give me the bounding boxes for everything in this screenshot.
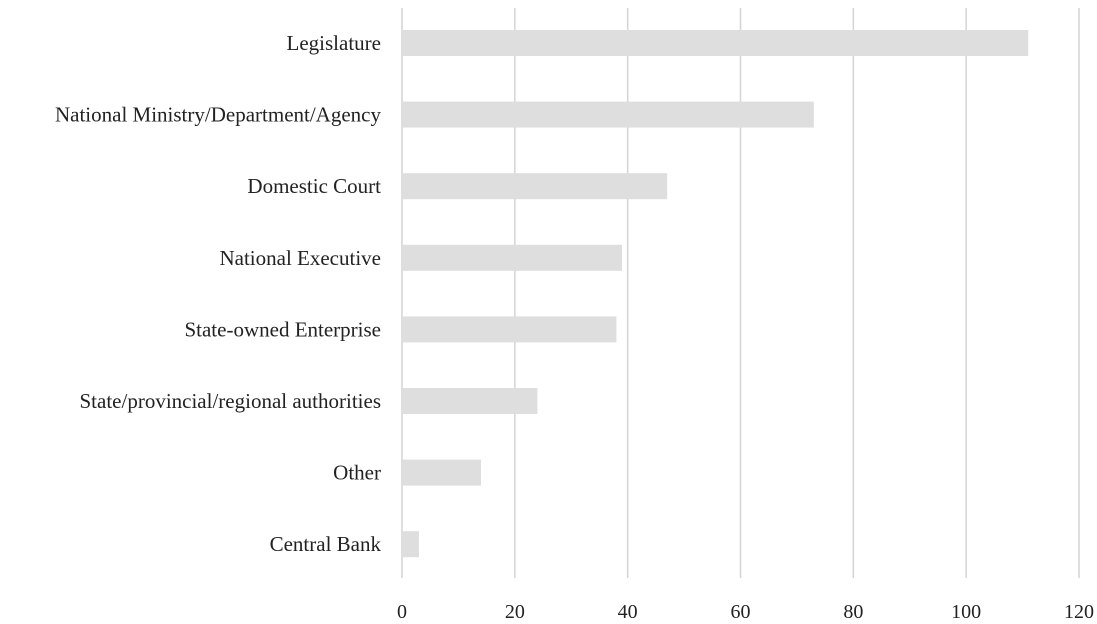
x-tick-label: 20 <box>505 601 525 623</box>
x-tick-label: 0 <box>397 601 407 623</box>
x-tick-label: 80 <box>843 601 863 623</box>
category-label: State-owned Enterprise <box>184 317 381 341</box>
bars <box>402 30 1029 558</box>
category-label: Other <box>333 461 381 485</box>
bar <box>402 173 668 200</box>
bar <box>402 459 481 486</box>
category-label: Central Bank <box>270 532 382 556</box>
x-tick-label: 60 <box>731 601 751 623</box>
category-label: National Executive <box>219 246 381 270</box>
bar <box>402 101 814 128</box>
bar <box>402 531 419 558</box>
bar <box>402 316 617 343</box>
category-label: Domestic Court <box>247 174 381 198</box>
grid-lines <box>401 8 1080 578</box>
category-label: Legislature <box>287 31 381 55</box>
x-tick-label: 40 <box>618 601 638 623</box>
x-tick-label: 120 <box>1064 601 1094 623</box>
bar <box>402 388 538 414</box>
x-tick-label: 100 <box>951 601 981 623</box>
category-label: National Ministry/Department/Agency <box>55 103 382 127</box>
x-axis-tick-labels: 0 20 40 60 80 100 120 <box>397 601 1094 623</box>
bar <box>402 244 623 271</box>
category-labels: Legislature National Ministry/Department/… <box>55 31 382 556</box>
bar <box>402 30 1029 56</box>
category-label: State/provincial/regional authorities <box>80 389 382 413</box>
